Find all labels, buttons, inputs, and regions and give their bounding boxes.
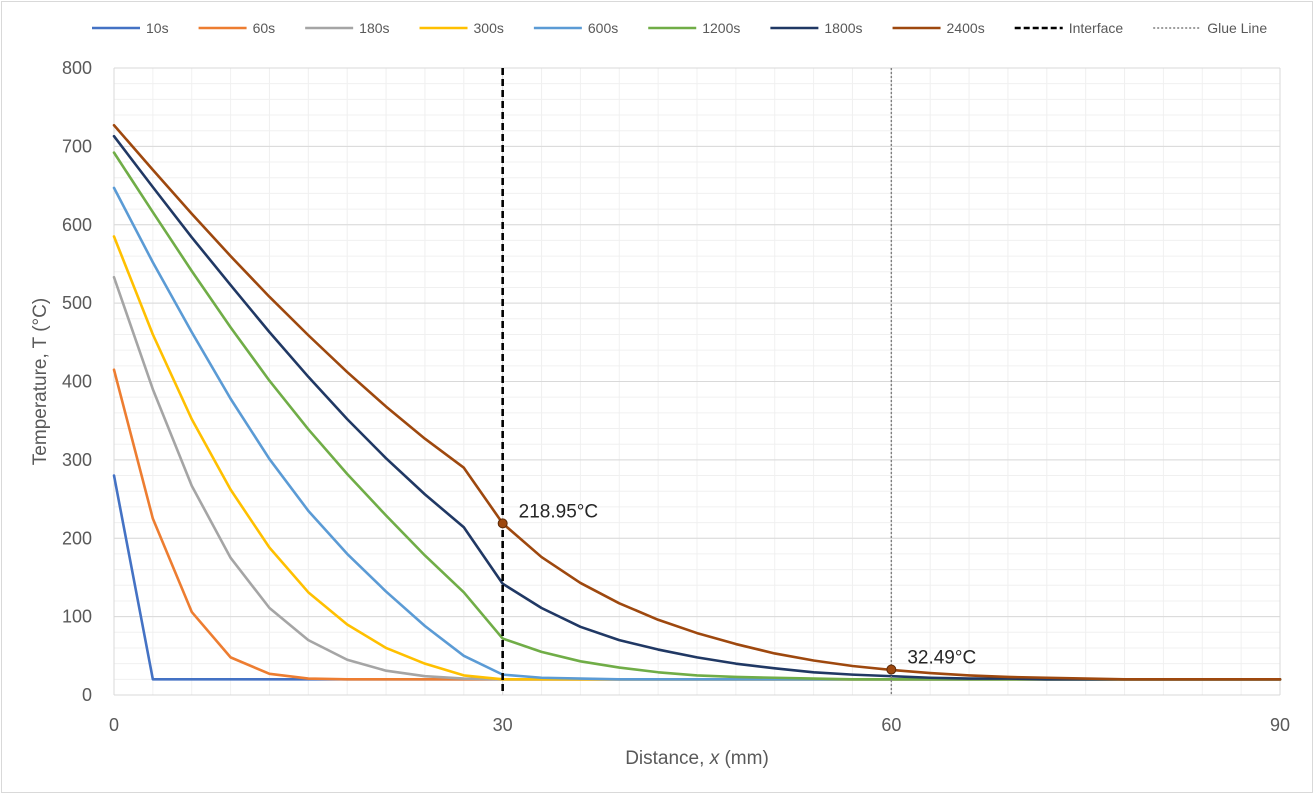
y-tick-label: 800 xyxy=(62,58,92,78)
annotation-label: 32.49°C xyxy=(907,648,976,669)
y-tick-label: 500 xyxy=(62,293,92,313)
x-tick-label: 90 xyxy=(1270,715,1290,735)
y-axis-title: Temperature, T (°C) xyxy=(30,298,51,465)
y-tick-label: 600 xyxy=(62,215,92,235)
legend-label: Glue Line xyxy=(1207,20,1267,36)
y-tick-label: 400 xyxy=(62,372,92,392)
legend-label: 10s xyxy=(146,20,169,36)
legend-label: 2400s xyxy=(947,20,985,36)
y-tick-label: 700 xyxy=(62,136,92,156)
x-axis-title-part: x xyxy=(709,748,721,769)
gridlines xyxy=(113,67,1281,696)
y-tick-label: 200 xyxy=(62,528,92,548)
legend-label: 1200s xyxy=(702,20,740,36)
x-axis-title-part: (mm) xyxy=(719,748,769,769)
x-axis-title-part: Distance, xyxy=(625,748,709,769)
series-line-2400s xyxy=(112,123,1282,681)
legend-label: 60s xyxy=(253,20,276,36)
legend-label: 300s xyxy=(474,20,504,36)
y-tick-label: 100 xyxy=(62,607,92,627)
legend-label: 180s xyxy=(359,20,389,36)
x-tick-label: 0 xyxy=(109,715,119,735)
x-tick-label: 30 xyxy=(493,715,513,735)
annotation-marker xyxy=(497,518,508,529)
legend-label: 600s xyxy=(588,20,618,36)
y-tick-label: 300 xyxy=(62,450,92,470)
x-tick-label: 60 xyxy=(881,715,901,735)
legend-label: Interface xyxy=(1069,20,1124,36)
legend-label: 1800s xyxy=(824,20,862,36)
annotation-marker xyxy=(886,664,897,675)
x-axis-title: Distance, x (mm) xyxy=(625,748,769,769)
y-tick-label: 0 xyxy=(82,685,92,705)
legend: 10s 60s 180s 300s 600s 1200s 1800s 2400s Interfa… xyxy=(92,20,1267,36)
annotation-label: 218.95°C xyxy=(519,501,598,522)
